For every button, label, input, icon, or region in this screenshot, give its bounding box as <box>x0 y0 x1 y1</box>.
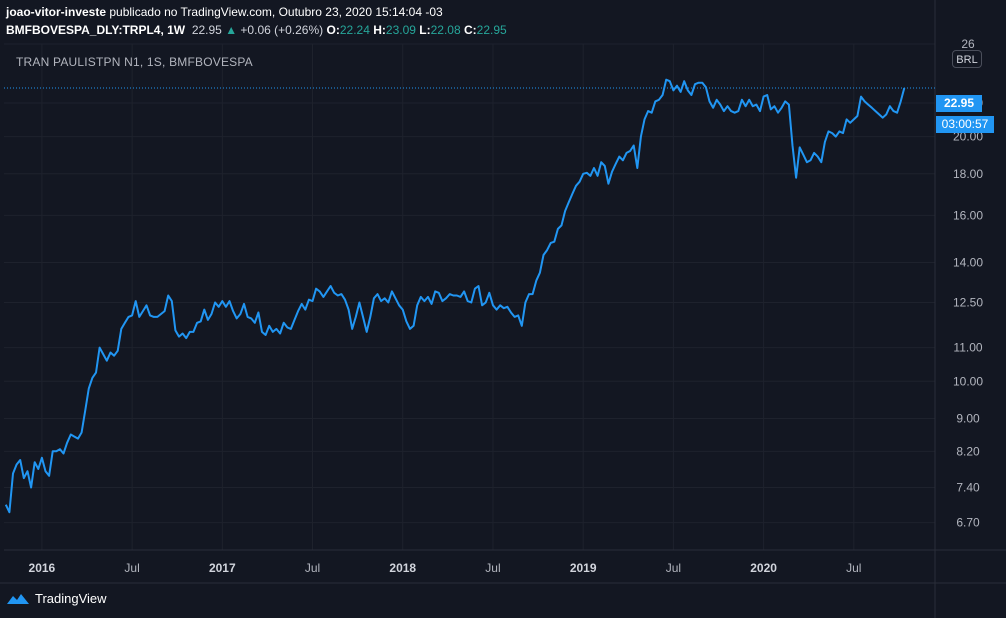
chart-symbol-title: TRAN PAULISTPN N1, 1S, BMFBOVESPA <box>16 55 253 69</box>
y-tick-label: 11.00 <box>953 341 982 355</box>
y-tick-label: 8.20 <box>956 444 980 458</box>
high-value: 23.09 <box>385 23 416 37</box>
bar-countdown: 03:00:57 <box>936 116 994 133</box>
tradingview-logo-icon <box>7 593 29 604</box>
x-tick-label: Jul <box>485 561 500 575</box>
x-tick-label: 2017 <box>209 561 236 575</box>
author-name: joao-vitor-investe <box>6 5 107 19</box>
y-tick-label: 26 <box>961 37 975 51</box>
time-axis: 2016 Jul 2017 Jul 2018 Jul 2019 Jul 2020 Jul <box>29 561 862 575</box>
currency-badge[interactable]: BRL <box>952 50 982 68</box>
brand-name: TradingView <box>35 591 107 606</box>
y-tick-label: 10.00 <box>953 374 983 388</box>
last-price-label: 22.95 <box>936 95 982 112</box>
close-label: C: <box>463 23 477 37</box>
y-tick-label: 20.00 <box>953 130 983 144</box>
low-label: L: <box>419 23 431 37</box>
y-tick-label: 16.00 <box>953 208 983 222</box>
close-value: 22.95 <box>476 23 507 37</box>
x-tick-label: Jul <box>846 561 861 575</box>
high-label: H: <box>373 23 386 37</box>
up-arrow-icon: ▲ <box>225 23 238 37</box>
open-label: O: <box>326 23 340 37</box>
x-tick-label: 2019 <box>570 561 597 575</box>
low-value: 22.08 <box>430 23 461 37</box>
last-price: 22.95 <box>191 23 222 37</box>
x-tick-label: Jul <box>666 561 681 575</box>
open-value: 22.24 <box>339 23 370 37</box>
publication-info: joao-vitor-investe publicado no TradingV… <box>6 5 443 19</box>
x-tick-label: 2018 <box>389 561 416 575</box>
price-change: +0.06 (+0.26%) <box>240 23 324 37</box>
price-line <box>4 78 906 514</box>
y-tick-label: 9.00 <box>956 411 980 425</box>
x-tick-label: 2016 <box>29 561 56 575</box>
published-text: publicado no TradingView.com, Outubro 23… <box>106 5 443 19</box>
x-tick-label: 2020 <box>750 561 777 575</box>
quote-line: BMFBOVESPA_DLY:TRPL4, 1W 22.95 ▲ +0.06 (… <box>6 23 507 37</box>
y-tick-label: 12.50 <box>953 296 983 310</box>
x-tick-label: Jul <box>305 561 320 575</box>
y-tick-label: 18.00 <box>953 167 983 181</box>
y-tick-label: 7.40 <box>956 481 980 495</box>
symbol-name: BMFBOVESPA_DLY:TRPL4, 1W <box>6 23 186 37</box>
tradingview-logo[interactable]: TradingView <box>6 591 107 606</box>
y-tick-label: 14.00 <box>953 256 983 270</box>
x-tick-label: Jul <box>124 561 139 575</box>
y-tick-label: 6.70 <box>956 516 980 530</box>
